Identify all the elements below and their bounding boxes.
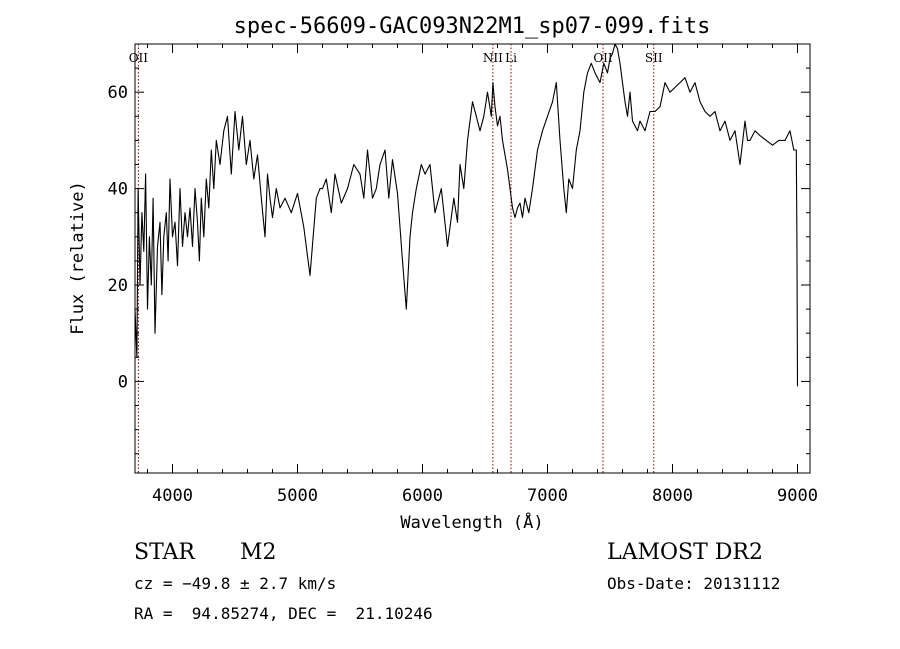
spectral-line-label: OII [129, 51, 149, 65]
y-tick-label: 0 [118, 372, 128, 392]
spectral-line-label: SII [645, 51, 663, 65]
spectral-line-label: OII [593, 51, 613, 65]
x-tick-label: 9000 [777, 486, 818, 506]
survey-name: LAMOST DR2 [607, 540, 763, 565]
y-tick-label: 60 [108, 83, 128, 103]
velocity-info: cz = −49.8 ± 2.7 km/s [134, 574, 337, 593]
object-class: STAR [134, 540, 195, 565]
y-tick-label: 20 [108, 276, 128, 296]
spectrum-line [134, 43, 799, 387]
spectral-line-label: NII [483, 51, 503, 65]
x-axis-label: Wavelength (Å) [400, 511, 543, 533]
y-tick-label: 40 [108, 180, 128, 200]
chart-title: spec-56609-GAC093N22M1_sp07-099.fits [234, 14, 711, 39]
spectral-line-label: Li [505, 51, 517, 65]
x-tick-label: 6000 [402, 486, 443, 506]
coordinates: RA = 94.85274, DEC = 21.10246 [134, 604, 433, 623]
x-tick-label: 8000 [652, 486, 693, 506]
object-subclass: M2 [240, 540, 277, 565]
obs-date: Obs-Date: 20131112 [607, 574, 781, 593]
x-tick-label: 7000 [527, 486, 568, 506]
y-axis-label: Flux (relative) [68, 181, 88, 335]
x-tick-label: 5000 [277, 486, 318, 506]
x-tick-label: 4000 [152, 486, 193, 506]
plot-area: 4000 5000 6000 7000 8000 9000 0 20 40 60 OII NII Li O… [108, 43, 818, 506]
plot-frame [134, 43, 811, 474]
